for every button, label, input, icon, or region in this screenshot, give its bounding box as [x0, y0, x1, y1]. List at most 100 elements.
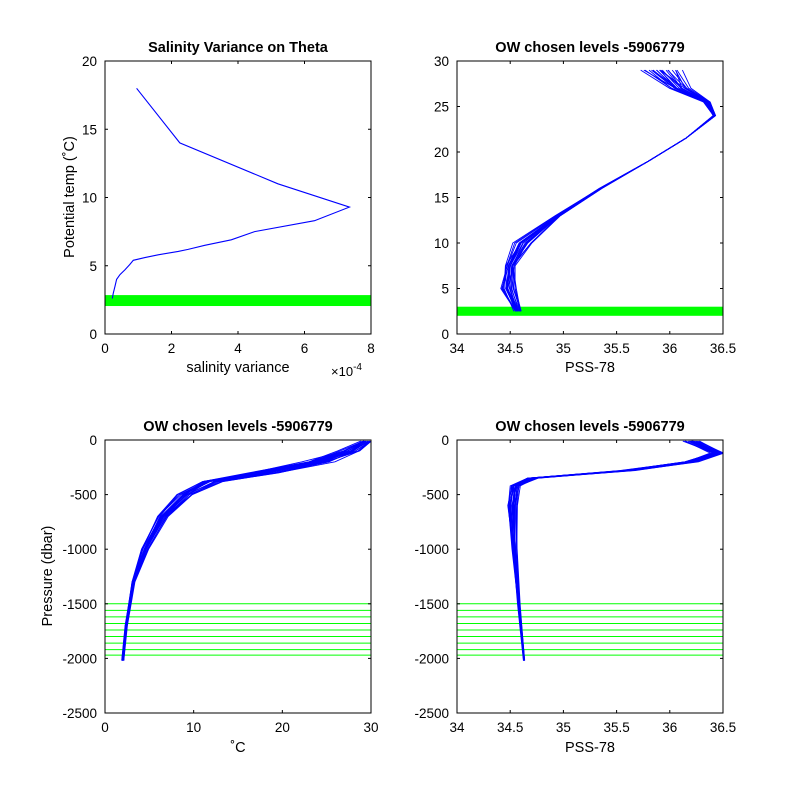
- axes-box: [104, 60, 372, 335]
- y-tick-label: 0: [441, 433, 449, 448]
- panel-pressure-salinity: OW chosen levels -5906779 PSS-78 34 34.5 3…: [414, 419, 736, 756]
- profile-line: [505, 69, 715, 312]
- profile-line: [507, 440, 712, 661]
- panel-pressure-temperature: OW chosen levels -5906779 ˚C Pressure (d…: [40, 419, 379, 756]
- y-tick-label: -2000: [414, 651, 449, 666]
- x-tick-label: 34.5: [497, 341, 523, 356]
- profile-line: [121, 440, 362, 661]
- profile-line: [501, 69, 714, 312]
- profile-line: [515, 440, 723, 661]
- y-tick-label: -2000: [62, 651, 97, 666]
- y-tick-label: -2500: [414, 706, 449, 721]
- y-tick-label: 5: [441, 282, 449, 297]
- y-tick-label: -1500: [414, 597, 449, 612]
- y-axis-label: Potential temp (˚C): [62, 136, 78, 258]
- axes-box: [104, 439, 372, 714]
- x-tick-label: 30: [363, 720, 378, 735]
- profile-line: [506, 69, 716, 312]
- x-tick-label: 10: [186, 720, 201, 735]
- x-tick-label: 0: [101, 720, 109, 735]
- x-tick-label: 35: [556, 720, 571, 735]
- x-tick-label: 35.5: [603, 341, 629, 356]
- profile-line: [123, 440, 371, 661]
- y-tick-label: -1000: [62, 542, 97, 557]
- profile-line: [508, 440, 718, 661]
- y-tick-label: 25: [434, 100, 449, 115]
- y-tick-label: -2500: [62, 706, 97, 721]
- y-tick-label: 0: [441, 327, 449, 342]
- profile-line: [516, 440, 723, 661]
- profile-line: [512, 440, 723, 661]
- x-exponent-label: ×10-4: [331, 362, 362, 379]
- x-tick-label: 8: [367, 341, 375, 356]
- y-tick-label: 10: [82, 191, 97, 206]
- profile-line: [513, 440, 722, 661]
- y-tick-label: 10: [434, 236, 449, 251]
- profile-line: [509, 440, 717, 661]
- profile-line: [511, 69, 716, 312]
- x-axis-label: salinity variance: [186, 360, 289, 376]
- profile-line: [516, 440, 723, 661]
- profile-line: [512, 69, 716, 312]
- x-tick-label: 35: [556, 341, 571, 356]
- y-tick-label: -1000: [414, 542, 449, 557]
- panel-theta-salinity: OW chosen levels -5906779 PSS-78 34 34.5 3…: [434, 40, 736, 376]
- y-tick-label: -500: [422, 488, 449, 503]
- y-tick-label: 5: [89, 259, 97, 274]
- profile-line: [507, 69, 716, 312]
- profile-line: [509, 69, 715, 312]
- profile-line: [515, 440, 722, 661]
- x-tick-label: 36.5: [710, 341, 736, 356]
- plot-area: [105, 440, 371, 661]
- profile-line: [507, 440, 715, 661]
- profile-line: [511, 69, 717, 312]
- chosen-level-band: [105, 295, 371, 307]
- x-tick-label: 36.5: [710, 720, 736, 735]
- chosen-level-band: [457, 306, 723, 316]
- x-tick-label: 36: [662, 720, 677, 735]
- y-tick-label: 20: [434, 145, 449, 160]
- x-tick-label: 6: [301, 341, 309, 356]
- x-axis-label: ˚C: [230, 740, 245, 756]
- profile-line: [509, 440, 718, 661]
- plot-area: [457, 69, 723, 316]
- profile-line: [511, 440, 717, 661]
- x-tick-label: 36: [662, 341, 677, 356]
- axes-box: [456, 439, 724, 714]
- profile-line: [503, 69, 715, 312]
- profile-line: [502, 69, 715, 312]
- profile-line: [507, 440, 716, 661]
- profile-line: [506, 69, 715, 312]
- chart-title: OW chosen levels -5906779: [495, 419, 684, 435]
- profile-line: [507, 69, 716, 312]
- profile-line: [512, 440, 722, 661]
- chart-title: Salinity Variance on Theta: [148, 40, 329, 56]
- x-tick-label: 20: [275, 720, 290, 735]
- x-axis-label: PSS-78: [565, 360, 615, 376]
- y-axis-label: Pressure (dbar): [40, 526, 56, 627]
- chart-title: OW chosen levels -5906779: [495, 40, 684, 56]
- chart-title: OW chosen levels -5906779: [143, 419, 332, 435]
- x-tick-label: 2: [168, 341, 176, 356]
- profile-line: [511, 440, 723, 661]
- profile-line: [501, 69, 715, 312]
- profile-line: [505, 69, 715, 312]
- y-tick-label: 0: [89, 433, 97, 448]
- profile-line: [508, 440, 715, 661]
- y-tick-label: 20: [82, 54, 97, 69]
- y-tick-label: 30: [434, 54, 449, 69]
- x-tick-label: 4: [234, 341, 242, 356]
- y-tick-label: 0: [89, 327, 97, 342]
- profile-line: [514, 69, 716, 312]
- y-tick-label: -500: [70, 488, 97, 503]
- y-tick-label: -1500: [62, 597, 97, 612]
- profile-line: [514, 440, 723, 661]
- profile-line: [512, 440, 719, 661]
- profile-line: [510, 440, 716, 661]
- profile-line: [511, 69, 717, 312]
- x-tick-label: 34: [449, 341, 465, 356]
- profile-line: [510, 69, 716, 312]
- x-tick-label: 34.5: [497, 720, 523, 735]
- profile-line: [123, 440, 371, 661]
- panel-salinity-variance: Salinity Variance on Theta salinity vari…: [62, 40, 375, 379]
